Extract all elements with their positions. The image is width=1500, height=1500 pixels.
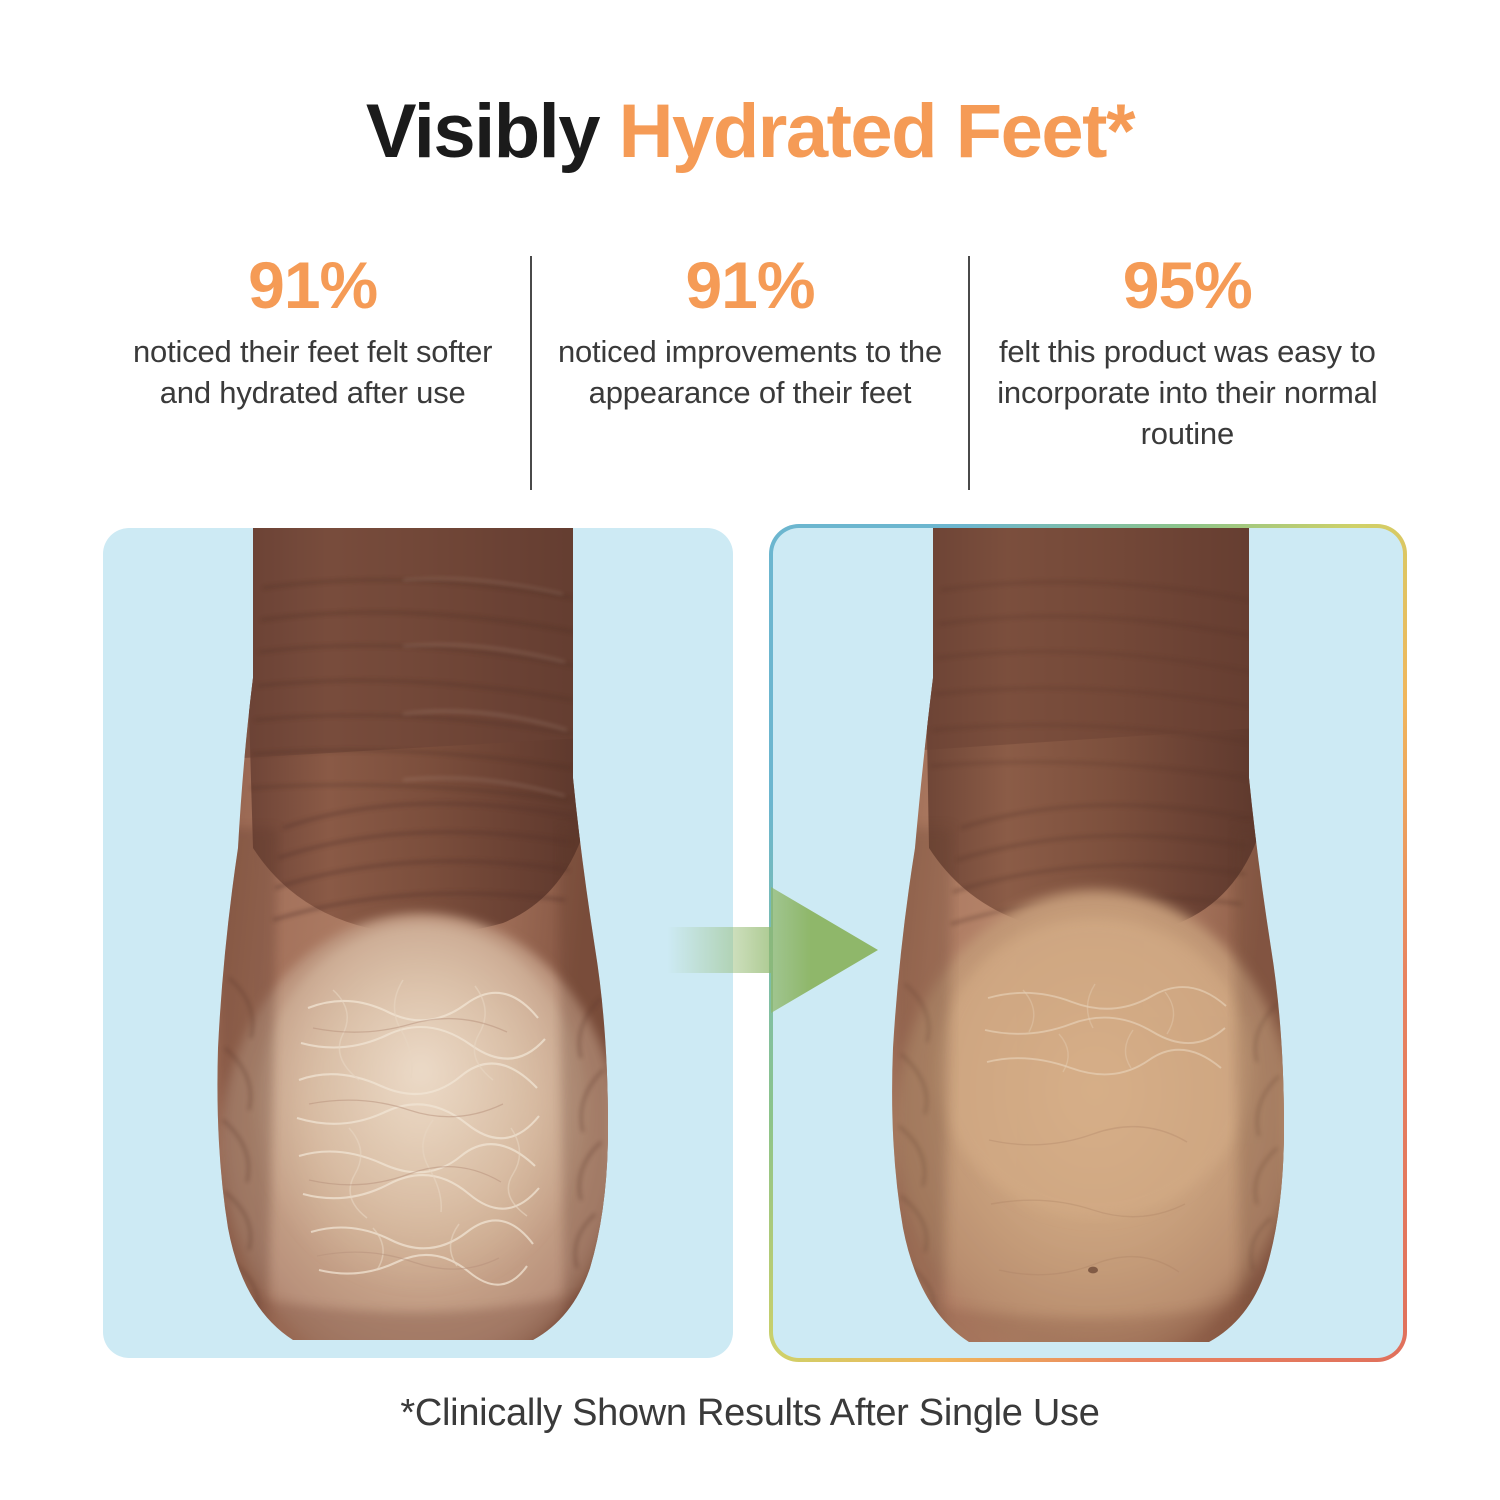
before-foot-image bbox=[103, 528, 733, 1358]
stat-value-2: 91% bbox=[685, 248, 815, 322]
before-photo-panel bbox=[103, 528, 733, 1358]
after-photo-panel bbox=[773, 528, 1403, 1358]
stat-divider-2 bbox=[967, 256, 970, 490]
stat-item-1: 91% noticed their feet felt softer and h… bbox=[95, 252, 530, 414]
page-title-dark-part: Visibly bbox=[365, 89, 619, 174]
stat-item-3: 95% felt this product was easy to incorp… bbox=[970, 252, 1405, 455]
stat-item-2: 91% noticed improvements to the appearan… bbox=[532, 252, 967, 414]
arrow-right-glyph bbox=[667, 887, 878, 1013]
arrow-right-icon bbox=[665, 885, 880, 1015]
footnote-text: *Clinically Shown Results After Single U… bbox=[400, 1392, 1100, 1434]
after-foot-illustration bbox=[892, 528, 1284, 1342]
stat-value-3: 95% bbox=[1122, 248, 1253, 322]
page-title: Visibly Hydrated Feet* bbox=[0, 92, 1500, 172]
stat-divider-1 bbox=[530, 256, 533, 490]
stat-description-1: noticed their feet felt softer and hydra… bbox=[133, 334, 493, 410]
stat-value-1: 91% bbox=[248, 248, 378, 322]
after-foot-image bbox=[773, 528, 1403, 1358]
before-foot-illustration bbox=[217, 528, 608, 1340]
stat-description-3: felt this product was easy to incorporat… bbox=[997, 334, 1378, 451]
stat-description-2: noticed improvements to the appearance o… bbox=[557, 334, 942, 410]
statistics-row: 91% noticed their feet felt softer and h… bbox=[95, 252, 1405, 492]
page-title-accent-part: Hydrated Feet* bbox=[618, 89, 1136, 174]
